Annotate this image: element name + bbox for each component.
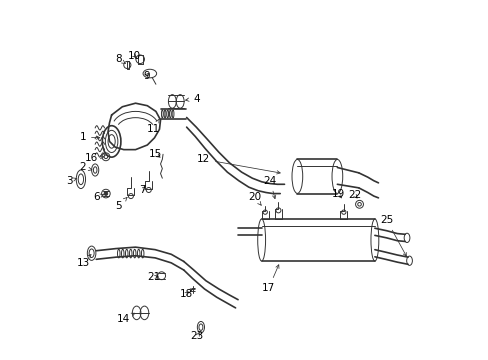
Text: 22: 22	[347, 190, 361, 200]
Text: 1: 1	[79, 132, 100, 142]
Text: 6: 6	[93, 192, 103, 202]
Text: 7: 7	[139, 185, 146, 195]
Circle shape	[104, 192, 107, 195]
Text: 8: 8	[115, 54, 125, 64]
Text: 9: 9	[142, 71, 149, 81]
Text: 23: 23	[190, 332, 203, 342]
Text: 12: 12	[196, 154, 280, 174]
Text: 21: 21	[146, 272, 160, 282]
Text: 4: 4	[185, 94, 199, 104]
Text: 15: 15	[149, 149, 162, 159]
Text: 19: 19	[331, 189, 344, 199]
Text: 20: 20	[247, 192, 261, 205]
Text: 18: 18	[180, 289, 193, 298]
Text: 5: 5	[115, 198, 127, 211]
Text: 2: 2	[79, 162, 92, 172]
Text: 3: 3	[66, 176, 76, 186]
Text: 10: 10	[128, 51, 141, 61]
Text: 11: 11	[146, 119, 160, 134]
Text: 13: 13	[76, 255, 91, 268]
Text: 24: 24	[263, 176, 276, 199]
Text: 25: 25	[379, 215, 406, 256]
Text: 14: 14	[117, 313, 135, 324]
Text: 17: 17	[262, 265, 279, 293]
Text: 16: 16	[85, 153, 104, 163]
